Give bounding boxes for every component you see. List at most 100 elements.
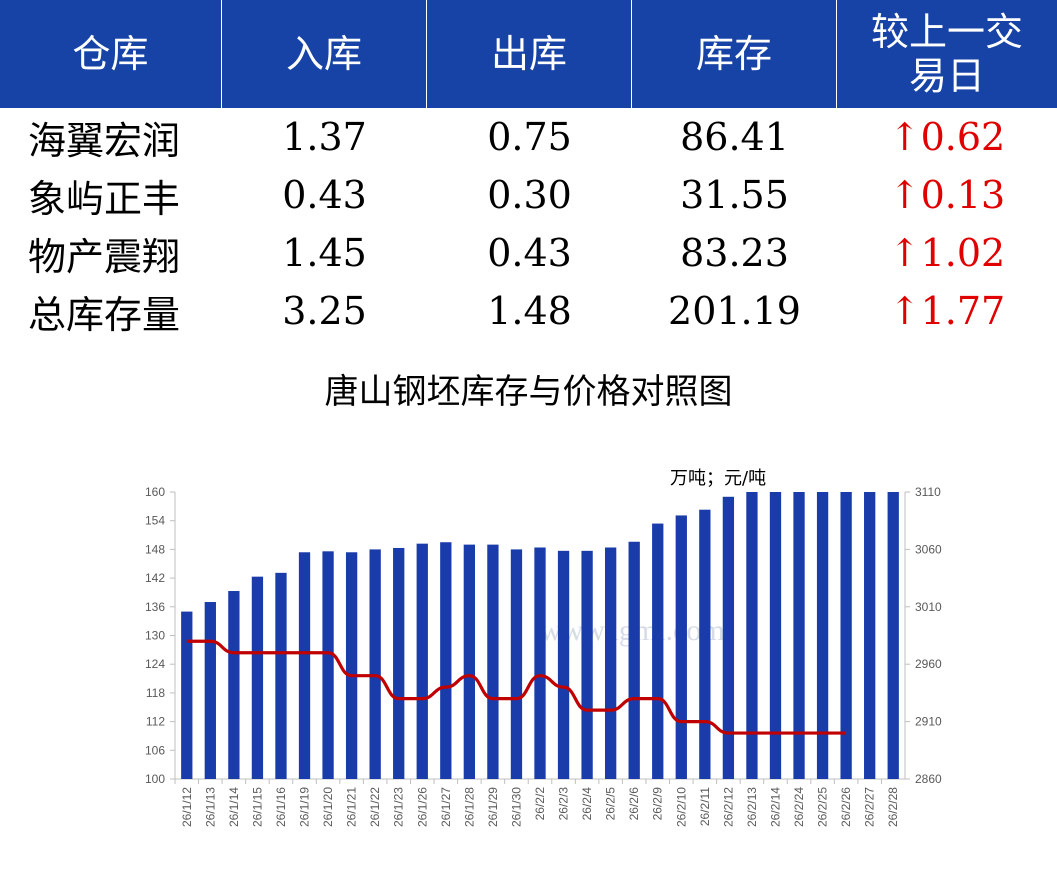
bar (369, 549, 381, 779)
bar (228, 591, 240, 779)
bar (864, 492, 876, 779)
row-stock: 201.19 (668, 289, 801, 333)
bar (181, 611, 193, 779)
y-right-tick-label: 3060 (915, 542, 942, 556)
table-row: 象屿正丰 0.43 0.30 31.55 ↑0.13 (0, 166, 1057, 224)
y-left-tick-label: 160 (145, 485, 165, 499)
row-name: 物产震翔 (28, 234, 181, 279)
bar (699, 509, 711, 779)
y-right-tick-label: 2860 (915, 772, 942, 786)
y-left-tick-label: 112 (146, 715, 165, 729)
x-tick-label: 26/1/15 (250, 787, 264, 827)
table-header: 仓库 入库 出库 库存 较上一交 易日 (0, 0, 1057, 108)
bar (534, 547, 546, 779)
x-tick-label: 26/1/27 (439, 787, 453, 827)
y-left-tick-label: 136 (145, 600, 165, 614)
bar (769, 492, 782, 779)
y-left-tick-label: 142 (145, 571, 165, 585)
x-tick-label: 26/1/16 (274, 787, 288, 827)
x-tick-label: 26/2/4 (580, 787, 594, 821)
header-change-line-1: 较上一交 (870, 10, 1023, 54)
x-tick-label: 26/2/3 (557, 787, 571, 821)
bar (463, 544, 476, 779)
bar (487, 544, 499, 779)
x-tick-label: 26/2/11 (698, 787, 712, 826)
up-arrow-icon: ↑ (888, 173, 921, 217)
x-tick-label: 26/2/10 (674, 787, 688, 827)
row-outbound: 0.43 (487, 231, 572, 275)
x-tick-label: 26/2/26 (839, 787, 853, 827)
row-change-value: 0.62 (920, 115, 1006, 159)
chart-title: 唐山钢坯库存与价格对照图 (324, 372, 733, 412)
header-warehouse: 仓库 (0, 0, 222, 108)
y-left-tick-label: 124 (145, 657, 165, 671)
row-change: ↑0.62 (837, 115, 1057, 159)
header-change-label: 较上一交 易日 (871, 10, 1023, 98)
bar (746, 492, 758, 779)
bar (581, 550, 593, 779)
bar (652, 523, 664, 779)
x-tick-label: 26/2/24 (792, 787, 806, 827)
up-arrow-icon: ↑ (888, 231, 921, 275)
table-row: 总库存量 3.25 1.48 201.19 ↑1.77 (0, 282, 1057, 340)
row-stock: 31.55 (680, 173, 789, 217)
bar (393, 547, 405, 779)
unit-label: 万吨；元/吨 (670, 468, 766, 489)
y-left-tick-label: 118 (146, 686, 165, 700)
up-arrow-icon: ↑ (888, 289, 921, 333)
row-inbound: 1.37 (282, 115, 367, 159)
x-tick-label: 26/1/21 (345, 787, 359, 827)
x-tick-label: 26/2/13 (745, 787, 759, 827)
row-name: 象屿正丰 (28, 176, 181, 221)
header-inbound: 入库 (222, 0, 427, 108)
header-outbound: 出库 (427, 0, 632, 108)
row-outbound: 1.48 (487, 289, 572, 333)
bar (204, 602, 216, 779)
row-change: ↑1.77 (837, 289, 1057, 333)
x-tick-label: 26/1/23 (392, 787, 406, 827)
line-series (186, 639, 847, 735)
bar (557, 550, 570, 779)
up-arrow-icon: ↑ (888, 115, 921, 159)
bar (416, 543, 428, 779)
chart: 唐山钢坯库存与价格对照图 www.lgmi.com 10010611211812… (0, 342, 1057, 895)
x-tick-label: 26/1/20 (321, 787, 335, 827)
x-tick-label: 26/2/25 (816, 787, 830, 827)
chart-svg: www.lgmi.com 100106112118124130136142148… (145, 468, 942, 827)
x-tick-label: 26/2/9 (651, 787, 665, 821)
x-tick-label: 26/1/12 (180, 787, 194, 827)
x-tick-label: 26/2/2 (533, 787, 547, 821)
y-left-tick-label: 130 (145, 629, 165, 643)
row-name: 海翼宏润 (28, 118, 181, 163)
bar (722, 496, 735, 779)
y-left-tick-label: 154 (145, 514, 165, 528)
x-tick-label: 26/2/12 (721, 787, 735, 827)
price-line (186, 639, 847, 735)
bar-series (181, 492, 899, 779)
bar (275, 572, 287, 779)
x-tick-label: 26/1/28 (462, 787, 476, 827)
x-tick-label: 26/2/5 (604, 787, 618, 821)
x-tick-label: 26/2/27 (863, 787, 877, 827)
x-tick-label: 26/1/19 (298, 787, 312, 827)
bar (298, 552, 311, 779)
bar (345, 552, 358, 779)
y-left-tick-label: 106 (145, 743, 165, 757)
row-stock: 83.23 (680, 231, 789, 275)
warehouse-table: 仓库 入库 出库 库存 较上一交 易日 海翼宏润 1.37 0.75 86.41… (0, 0, 1057, 340)
x-tick-label: 26/1/29 (486, 787, 500, 827)
row-change-value: 0.13 (920, 173, 1006, 217)
row-change: ↑1.02 (837, 231, 1057, 275)
x-tick-label: 26/1/13 (203, 787, 217, 827)
x-tick-label: 26/2/14 (768, 787, 782, 827)
row-outbound: 0.75 (487, 115, 572, 159)
bar (628, 541, 640, 779)
bar (816, 492, 829, 779)
x-tick-label: 26/2/28 (886, 787, 900, 827)
y-right-tick-label: 3110 (915, 485, 941, 499)
row-stock: 86.41 (680, 115, 789, 159)
x-tick-label: 26/1/14 (227, 787, 241, 827)
row-outbound: 0.30 (487, 173, 572, 217)
bar (793, 492, 805, 779)
bar (322, 551, 334, 779)
